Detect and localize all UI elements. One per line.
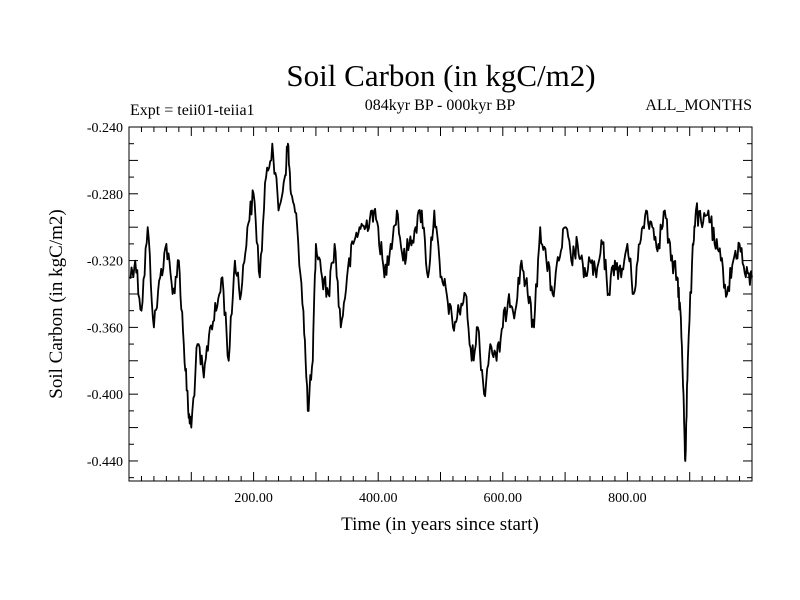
experiment-label: Expt = teii01-teiia1 [130, 102, 255, 119]
chart-subtitle: 084kyr BP - 000kyr BP [365, 97, 516, 114]
x-tick-label: 400.00 [359, 491, 398, 506]
y-tick-label: -0.440 [87, 455, 123, 470]
x-tick-label: 200.00 [234, 491, 273, 506]
ticks [129, 127, 752, 481]
y-tick-label: -0.360 [87, 321, 123, 336]
x-axis-label: Time (in years since start) [341, 514, 539, 535]
months-label: ALL_MONTHS [645, 97, 752, 114]
series-line [129, 142, 753, 462]
y-tick-label: -0.400 [87, 388, 123, 403]
plot-frame [128, 126, 753, 482]
y-tick-label: -0.320 [87, 255, 123, 270]
y-tick-label: -0.240 [87, 121, 123, 136]
chart-title: Soil Carbon (in kgC/m2) [286, 58, 595, 93]
y-axis-label: Soil Carbon (in kgC/m2) [46, 209, 67, 398]
x-tick-labels: 200.00 400.00 600.00 800.00 [234, 491, 646, 506]
y-tick-labels: -0.240 -0.280 -0.320 -0.360 -0.400 -0.440 [87, 121, 123, 470]
y-tick-label: -0.280 [87, 188, 123, 203]
x-tick-label: 800.00 [608, 491, 647, 506]
x-tick-label: 600.00 [484, 491, 523, 506]
